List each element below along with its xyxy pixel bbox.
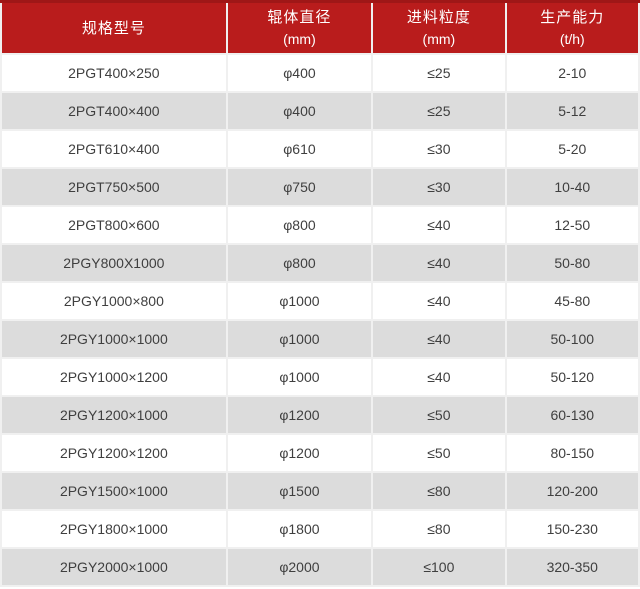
cell-model: 2PGT750×500 xyxy=(1,168,228,207)
cell-model: 2PGY1200×1000 xyxy=(1,396,228,435)
cell-model: 2PGT610×400 xyxy=(1,130,228,169)
cell-roller-diameter: φ1000 xyxy=(226,358,374,397)
cell-capacity: 50-120 xyxy=(505,358,639,397)
cell-model: 2PGT400×250 xyxy=(1,54,228,93)
cell-model: 2PGY1800×1000 xyxy=(1,510,228,549)
column-header-roller-diameter: 辊体直径 (mm) xyxy=(226,0,374,55)
cell-capacity: 50-100 xyxy=(505,320,639,359)
cell-roller-diameter: φ400 xyxy=(226,54,374,93)
cell-capacity: 2-10 xyxy=(505,54,639,93)
cell-feed-size: ≤100 xyxy=(372,548,507,587)
table-row: 2PGT800×600 φ800 ≤40 12-50 xyxy=(1,206,639,245)
cell-feed-size: ≤40 xyxy=(372,320,507,359)
cell-feed-size: ≤25 xyxy=(372,54,507,93)
cell-capacity: 5-20 xyxy=(505,130,639,169)
cell-capacity: 150-230 xyxy=(505,510,639,549)
cell-feed-size: ≤40 xyxy=(372,358,507,397)
cell-model: 2PGY1500×1000 xyxy=(1,472,228,511)
cell-roller-diameter: φ1000 xyxy=(226,320,374,359)
column-header-feed-size: 进料粒度 (mm) xyxy=(372,0,507,55)
table-row: 2PGY1500×1000 φ1500 ≤80 120-200 xyxy=(1,472,639,511)
table-row: 2PGT610×400 φ610 ≤30 5-20 xyxy=(1,130,639,169)
cell-feed-size: ≤80 xyxy=(372,472,507,511)
column-header-roller-diameter-label: 辊体直径 xyxy=(267,9,332,26)
table-row: 2PGT750×500 φ750 ≤30 10-40 xyxy=(1,168,639,207)
table-row: 2PGY1800×1000 φ1800 ≤80 150-230 xyxy=(1,510,639,549)
column-header-capacity-unit: (t/h) xyxy=(559,31,585,47)
table-body: 2PGT400×250 φ400 ≤25 2-10 2PGT400×400 φ4… xyxy=(1,54,639,587)
cell-feed-size: ≤25 xyxy=(372,92,507,131)
table-row: 2PGY1000×1000 φ1000 ≤40 50-100 xyxy=(1,320,639,359)
cell-model: 2PGT400×400 xyxy=(1,92,228,131)
cell-feed-size: ≤50 xyxy=(372,396,507,435)
cell-roller-diameter: φ750 xyxy=(226,168,374,207)
column-header-capacity-label: 生产能力 xyxy=(540,9,605,26)
header-row: 规格型号 辊体直径 (mm) 进料粒度 (mm) 生产能力 (t/h) xyxy=(1,0,639,55)
cell-roller-diameter: φ400 xyxy=(226,92,374,131)
cell-model: 2PGY800X1000 xyxy=(1,244,228,283)
cell-roller-diameter: φ610 xyxy=(226,130,374,169)
cell-feed-size: ≤30 xyxy=(372,168,507,207)
column-header-model: 规格型号 xyxy=(1,0,228,55)
column-header-feed-size-unit: (mm) xyxy=(422,31,456,47)
table-row: 2PGT400×250 φ400 ≤25 2-10 xyxy=(1,54,639,93)
cell-capacity: 50-80 xyxy=(505,244,639,283)
cell-feed-size: ≤80 xyxy=(372,510,507,549)
column-header-feed-size-label: 进料粒度 xyxy=(406,9,471,26)
column-header-capacity: 生产能力 (t/h) xyxy=(505,0,639,55)
cell-capacity: 45-80 xyxy=(505,282,639,321)
cell-model: 2PGT800×600 xyxy=(1,206,228,245)
table-row: 2PGY1000×800 φ1000 ≤40 45-80 xyxy=(1,282,639,321)
cell-feed-size: ≤40 xyxy=(372,244,507,283)
cell-roller-diameter: φ800 xyxy=(226,244,374,283)
cell-model: 2PGY1000×800 xyxy=(1,282,228,321)
cell-model: 2PGY1000×1000 xyxy=(1,320,228,359)
cell-capacity: 60-130 xyxy=(505,396,639,435)
cell-roller-diameter: φ2000 xyxy=(226,548,374,587)
cell-model: 2PGY1200×1200 xyxy=(1,434,228,473)
table-row: 2PGT400×400 φ400 ≤25 5-12 xyxy=(1,92,639,131)
cell-capacity: 120-200 xyxy=(505,472,639,511)
cell-capacity: 80-150 xyxy=(505,434,639,473)
table-header: 规格型号 辊体直径 (mm) 进料粒度 (mm) 生产能力 (t/h) xyxy=(1,0,639,55)
cell-feed-size: ≤40 xyxy=(372,282,507,321)
cell-roller-diameter: φ1500 xyxy=(226,472,374,511)
cell-roller-diameter: φ1200 xyxy=(226,434,374,473)
cell-roller-diameter: φ1800 xyxy=(226,510,374,549)
cell-capacity: 12-50 xyxy=(505,206,639,245)
table-row: 2PGY1200×1200 φ1200 ≤50 80-150 xyxy=(1,434,639,473)
table-row: 2PGY800X1000 φ800 ≤40 50-80 xyxy=(1,244,639,283)
cell-capacity: 5-12 xyxy=(505,92,639,131)
cell-capacity: 320-350 xyxy=(505,548,639,587)
cell-feed-size: ≤40 xyxy=(372,206,507,245)
column-header-roller-diameter-unit: (mm) xyxy=(283,31,316,47)
cell-roller-diameter: φ1200 xyxy=(226,396,374,435)
cell-roller-diameter: φ1000 xyxy=(226,282,374,321)
cell-model: 2PGY2000×1000 xyxy=(1,548,228,587)
cell-feed-size: ≤50 xyxy=(372,434,507,473)
cell-capacity: 10-40 xyxy=(505,168,639,207)
column-header-model-label: 规格型号 xyxy=(81,19,146,37)
cell-feed-size: ≤30 xyxy=(372,130,507,169)
table-row: 2PGY1000×1200 φ1000 ≤40 50-120 xyxy=(1,358,639,397)
cell-model: 2PGY1000×1200 xyxy=(1,358,228,397)
cell-roller-diameter: φ800 xyxy=(226,206,374,245)
table-row: 2PGY2000×1000 φ2000 ≤100 320-350 xyxy=(1,548,639,587)
table-row: 2PGY1200×1000 φ1200 ≤50 60-130 xyxy=(1,396,639,435)
